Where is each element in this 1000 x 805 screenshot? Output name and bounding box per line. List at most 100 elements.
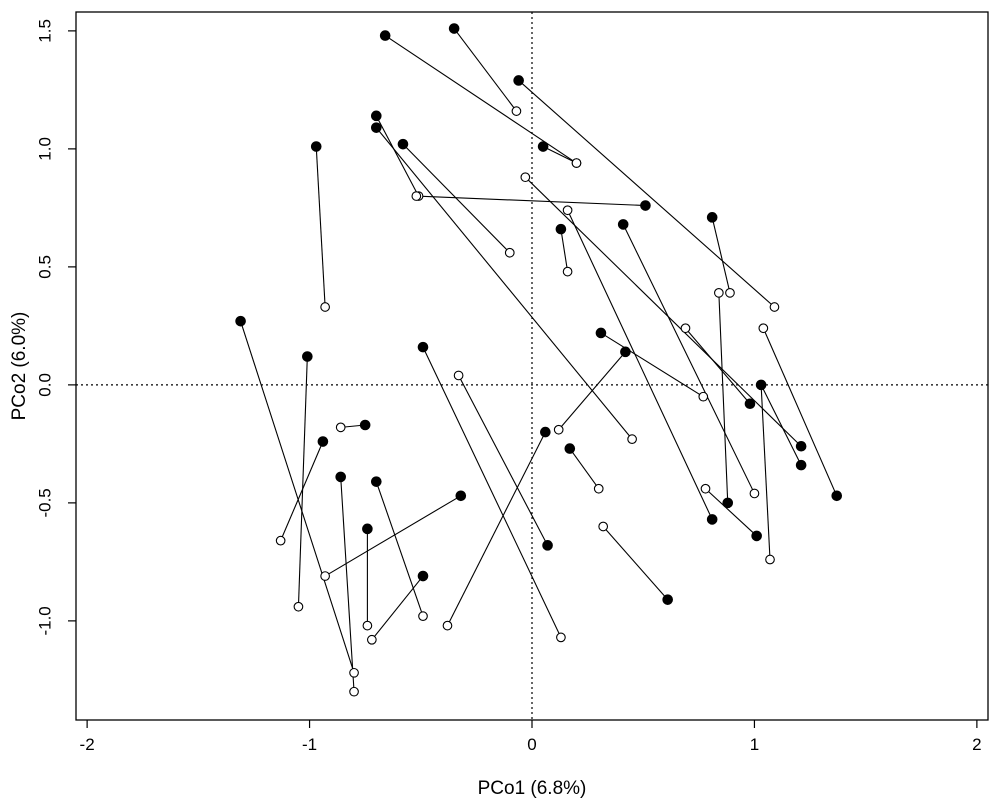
- open-point: [556, 632, 566, 643]
- open-point: [275, 535, 286, 546]
- open-point: [562, 266, 573, 277]
- filled-point: [662, 594, 673, 605]
- x-tick-label: -2: [80, 735, 95, 754]
- pair-connector-line: [711, 217, 731, 293]
- pair-connector-line: [524, 176, 802, 447]
- y-axis-title: PCo2 (6.0%): [9, 312, 30, 421]
- x-tick-label: 2: [972, 735, 981, 754]
- y-tick-label: 0.0: [35, 373, 54, 397]
- open-point: [713, 287, 724, 298]
- open-point: [320, 571, 330, 581]
- pair-connector-line: [453, 28, 517, 112]
- open-point: [349, 667, 359, 678]
- filled-point: [455, 490, 467, 502]
- open-point: [442, 620, 453, 631]
- filled-point: [448, 23, 460, 34]
- filled-point: [542, 540, 553, 551]
- open-point: [453, 370, 464, 381]
- filled-point: [362, 523, 373, 535]
- filled-point: [722, 497, 734, 509]
- filled-point: [706, 212, 718, 223]
- open-point: [598, 521, 609, 532]
- open-point: [349, 686, 359, 697]
- y-tick-label: -1.0: [35, 606, 54, 635]
- reference-lines: [76, 12, 988, 720]
- pair-connector-line: [375, 127, 633, 440]
- pair-lines: [240, 28, 838, 692]
- filled-point: [640, 200, 651, 211]
- y-tick-label: 1.0: [35, 137, 54, 161]
- pair-connector-line: [560, 229, 569, 272]
- filled-point: [417, 570, 429, 582]
- pair-connector-line: [315, 146, 326, 308]
- x-axis-title: PCo1 (6.8%): [478, 778, 587, 799]
- pair-connector-line: [760, 384, 802, 466]
- x-tick-label: 0: [527, 735, 536, 754]
- filled-point: [513, 75, 524, 86]
- filled-point: [620, 346, 631, 358]
- pair-connector-line: [718, 292, 729, 503]
- pair-connector-line: [760, 384, 771, 560]
- open-point: [769, 302, 780, 312]
- open-point: [680, 323, 691, 334]
- open-point: [418, 611, 428, 622]
- filled-point: [397, 138, 409, 150]
- pair-connector-line: [375, 481, 424, 617]
- y-tick-label: 1.5: [35, 19, 54, 43]
- open-point: [320, 302, 330, 312]
- filled-point: [564, 443, 576, 454]
- pair-connector-line: [324, 495, 462, 577]
- open-point: [511, 106, 522, 116]
- filled-point: [359, 419, 371, 431]
- axes: -2 -1 0 1 2 -1.0 -0.5 0.0 0.5 1.0 1.5: [35, 19, 981, 754]
- pair-connector-line: [542, 146, 577, 164]
- pair-connector-line: [280, 441, 324, 541]
- x-tick-label: -1: [302, 735, 317, 754]
- open-point: [520, 172, 531, 183]
- filled-point: [302, 351, 313, 362]
- filled-point: [706, 514, 718, 525]
- pair-connector-line: [622, 224, 755, 494]
- filled-point: [417, 341, 429, 353]
- pair-connector-line: [446, 431, 546, 626]
- open-point: [362, 620, 373, 631]
- pair-connector-line: [384, 35, 577, 164]
- pair-connector-line: [569, 448, 600, 490]
- filled-point: [617, 219, 629, 230]
- pair-connector-line: [558, 351, 626, 431]
- open-point: [698, 391, 709, 402]
- pair-connector-line: [371, 575, 424, 641]
- open-point: [411, 191, 422, 201]
- filled-point: [540, 426, 551, 438]
- open-point: [504, 247, 515, 258]
- y-tick-label: -0.5: [35, 488, 54, 517]
- open-point: [593, 483, 604, 494]
- open-point: [627, 434, 637, 445]
- x-tick-label: 1: [750, 735, 759, 754]
- pair-connector-line: [422, 346, 562, 638]
- open-point: [765, 554, 775, 565]
- pair-connector-line: [602, 526, 669, 601]
- pair-connector-line: [340, 476, 355, 692]
- pair-connector-line: [416, 195, 646, 207]
- filled-point: [310, 141, 322, 152]
- plot-frame: [75, 11, 989, 721]
- pair-connector-line: [458, 375, 549, 546]
- filled-point: [317, 436, 329, 447]
- open-point: [335, 422, 346, 433]
- pair-connector-line: [240, 320, 355, 673]
- open-point: [562, 205, 573, 216]
- y-tick-label: 0.5: [35, 255, 54, 279]
- filled-point: [370, 122, 382, 133]
- filled-point: [379, 30, 391, 41]
- filled-point: [595, 327, 607, 339]
- filled-point: [235, 315, 246, 327]
- open-point: [758, 323, 769, 334]
- open-point: [553, 424, 564, 435]
- filled-point: [831, 490, 843, 502]
- filled-point: [537, 141, 549, 152]
- pair-connector-line: [402, 143, 511, 254]
- pair-connector-line: [600, 332, 704, 398]
- filled-point: [555, 223, 567, 235]
